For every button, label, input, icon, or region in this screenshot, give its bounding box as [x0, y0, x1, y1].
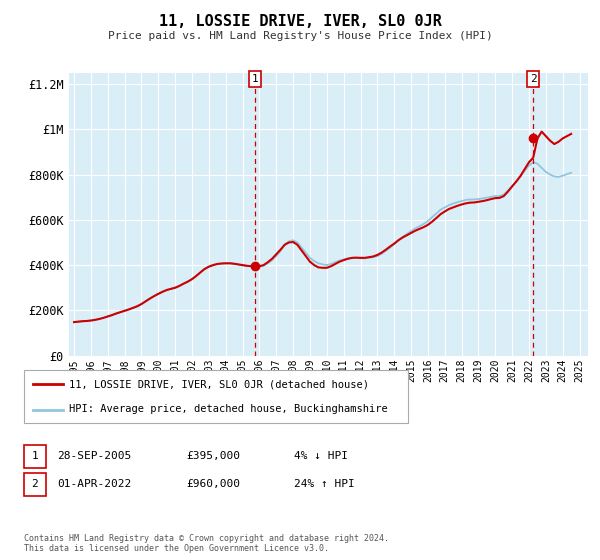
- Text: £395,000: £395,000: [186, 451, 240, 461]
- Text: 24% ↑ HPI: 24% ↑ HPI: [294, 479, 355, 489]
- Text: HPI: Average price, detached house, Buckinghamshire: HPI: Average price, detached house, Buck…: [69, 404, 388, 414]
- Text: 28-SEP-2005: 28-SEP-2005: [57, 451, 131, 461]
- Text: 2: 2: [530, 74, 536, 84]
- Text: 1: 1: [31, 451, 38, 461]
- Text: 1: 1: [252, 74, 259, 84]
- Text: 11, LOSSIE DRIVE, IVER, SL0 0JR (detached house): 11, LOSSIE DRIVE, IVER, SL0 0JR (detache…: [69, 380, 369, 390]
- Text: Price paid vs. HM Land Registry's House Price Index (HPI): Price paid vs. HM Land Registry's House …: [107, 31, 493, 41]
- Text: £960,000: £960,000: [186, 479, 240, 489]
- Text: 2: 2: [31, 479, 38, 489]
- Text: Contains HM Land Registry data © Crown copyright and database right 2024.
This d: Contains HM Land Registry data © Crown c…: [24, 534, 389, 553]
- Text: 11, LOSSIE DRIVE, IVER, SL0 0JR: 11, LOSSIE DRIVE, IVER, SL0 0JR: [158, 14, 442, 29]
- Text: 01-APR-2022: 01-APR-2022: [57, 479, 131, 489]
- Text: 4% ↓ HPI: 4% ↓ HPI: [294, 451, 348, 461]
